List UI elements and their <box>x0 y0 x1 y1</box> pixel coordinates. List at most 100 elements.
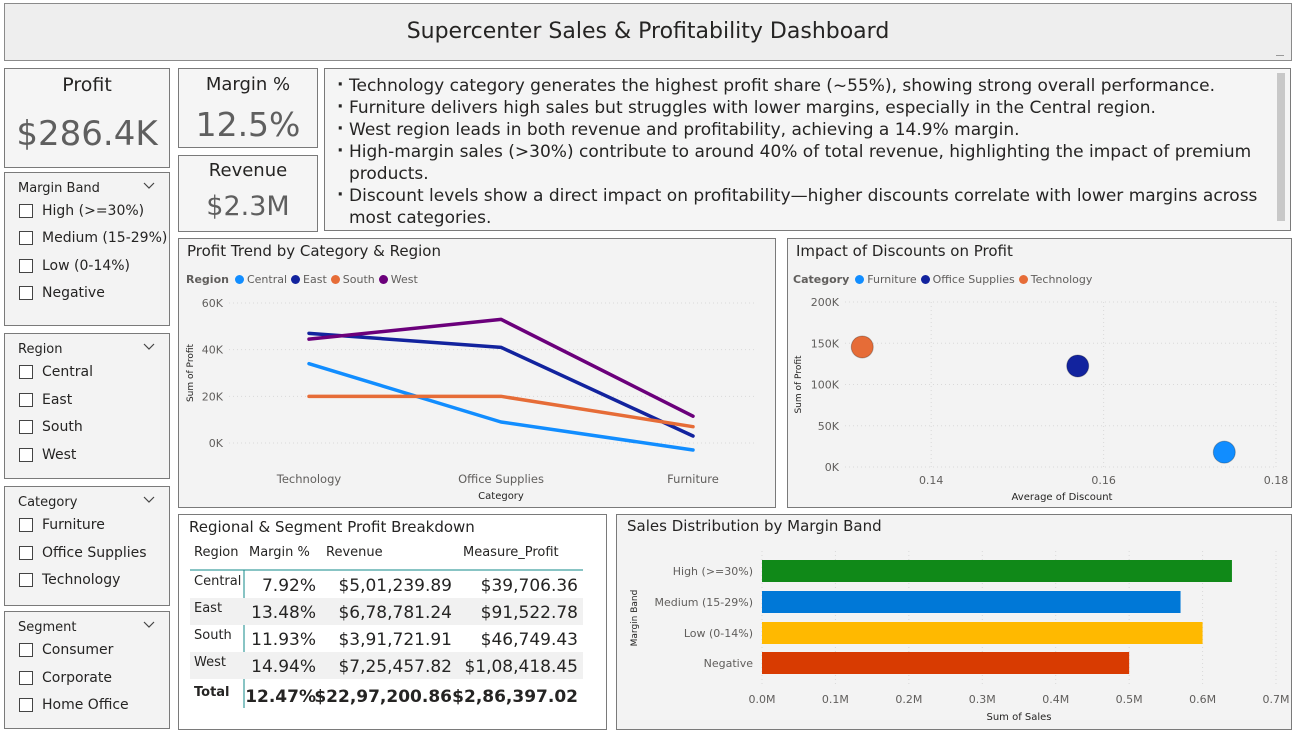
margin-label: Margin % <box>205 74 291 95</box>
checkbox[interactable] <box>19 546 33 560</box>
chevron-down-icon[interactable] <box>143 343 155 351</box>
checkbox[interactable] <box>19 420 33 434</box>
legend-item[interactable]: Central <box>234 273 287 286</box>
slicer-option[interactable]: South <box>19 419 83 435</box>
slicer-option[interactable]: Office Supplies <box>19 545 147 561</box>
legend-title: Region <box>186 273 229 286</box>
slicer-option[interactable]: Corporate <box>19 670 112 686</box>
table-cell: Central <box>194 574 241 589</box>
checkbox[interactable] <box>19 204 33 218</box>
table-total-cell: $22,97,200.86 <box>314 687 452 707</box>
slicer-option[interactable]: West <box>19 447 76 463</box>
checkbox[interactable] <box>19 259 33 273</box>
profit-value: $286.4K <box>16 114 158 154</box>
y-tick-label: Medium (15-29%) <box>655 596 753 609</box>
legend-item[interactable]: South <box>330 273 375 286</box>
minimize-dash <box>1276 55 1284 56</box>
checkbox[interactable] <box>19 643 33 657</box>
profit-label: Profit <box>62 74 112 96</box>
dashboard-title-bar: Supercenter Sales & Profitability Dashbo… <box>4 3 1292 61</box>
y-tick-label: Low (0-14%) <box>684 627 753 640</box>
slicer-option[interactable]: Consumer <box>19 642 113 658</box>
y-axis-title: Sum of Profit <box>794 355 804 414</box>
series-line-west <box>307 317 695 418</box>
x-tick-label: 0.7M <box>1263 693 1290 706</box>
revenue-card: Revenue $2.3M <box>178 155 318 232</box>
checkbox[interactable] <box>19 365 33 379</box>
x-tick-label: Office Supplies <box>458 472 544 486</box>
legend-dot <box>920 275 930 284</box>
legend-title: Category <box>793 273 850 286</box>
legend-item[interactable]: Office Supplies <box>920 273 1015 286</box>
table-cell: $5,01,239.89 <box>338 576 452 596</box>
slicer-option[interactable]: High (>=30%) <box>19 203 144 219</box>
slicer-title: Category <box>18 495 78 510</box>
revenue-value: $2.3M <box>206 191 290 222</box>
checkbox[interactable] <box>19 671 33 685</box>
table-cell: 13.48% <box>251 603 316 623</box>
x-axis-title: Sum of Sales <box>986 712 1051 723</box>
y-axis-title: Sum of Profit <box>186 344 196 403</box>
slicer-option[interactable]: Negative <box>19 285 105 301</box>
checkbox[interactable] <box>19 573 33 587</box>
slicer-option[interactable]: Central <box>19 364 93 380</box>
table-cell: 7.92% <box>262 576 316 596</box>
slicer-option[interactable]: Medium (15-29%) <box>19 230 167 246</box>
scatter-point-technology <box>850 335 874 359</box>
scatter-chart-visual[interactable]: Impact of Discounts on Profit Category F… <box>787 238 1292 508</box>
insights-textbox[interactable]: Technology category generates the highes… <box>324 68 1291 231</box>
y-tick-label: 0K <box>825 461 840 474</box>
checkbox[interactable] <box>19 518 33 532</box>
series-line-central <box>307 361 695 452</box>
line-chart-visual[interactable]: Profit Trend by Category & Region Region… <box>178 238 776 508</box>
chart-title: Profit Trend by Category & Region <box>187 242 441 260</box>
table-cell: 11.93% <box>251 630 316 650</box>
table-cell: $1,08,418.45 <box>464 657 578 677</box>
chart-legend: Region Central East South West <box>186 273 422 286</box>
legend-item[interactable]: Technology <box>1018 273 1092 286</box>
legend-item[interactable]: Furniture <box>855 273 917 286</box>
chevron-down-icon[interactable] <box>143 496 155 504</box>
legend-dot <box>1018 275 1028 284</box>
bar-2 <box>762 622 1203 644</box>
insight-item: Technology category generates the highes… <box>337 74 1260 97</box>
chevron-down-icon[interactable] <box>143 182 155 190</box>
checkbox[interactable] <box>19 393 33 407</box>
legend-dot <box>378 275 388 284</box>
x-tick-label: Technology <box>276 472 342 486</box>
slicer-option[interactable]: Home Office <box>19 697 129 713</box>
x-tick-label: 0.2M <box>895 693 922 706</box>
table-total-cell: 12.47% <box>245 687 316 707</box>
legend-dot <box>291 275 301 284</box>
checkbox[interactable] <box>19 231 33 245</box>
column-header: Region <box>194 545 239 560</box>
chevron-down-icon[interactable] <box>143 621 155 629</box>
x-tick-label: Furniture <box>667 472 719 486</box>
table-cell: South <box>194 628 232 643</box>
bar-0 <box>762 560 1232 582</box>
x-tick-label: 0.6M <box>1189 693 1216 706</box>
slicer-option[interactable]: East <box>19 392 72 408</box>
insights-list: Technology category generates the highes… <box>337 74 1260 229</box>
slicer-option[interactable]: Furniture <box>19 517 105 533</box>
insight-item: Discount levels show a direct impact on … <box>337 184 1260 229</box>
table-cell: $7,25,457.82 <box>338 657 452 677</box>
slicer-option[interactable]: Technology <box>19 572 120 588</box>
slicer-region: Region Central East South West <box>4 333 170 479</box>
revenue-label: Revenue <box>208 160 288 181</box>
profit-breakdown-table-visual[interactable]: Regional & Segment Profit Breakdown Regi… <box>178 514 607 730</box>
bar-chart-visual[interactable]: Sales Distribution by Margin Band 0.0M 0.… <box>616 514 1292 730</box>
table-title: Regional & Segment Profit Breakdown <box>189 518 475 536</box>
checkbox[interactable] <box>19 698 33 712</box>
y-axis-title: Margin Band <box>630 590 640 647</box>
insights-scrollbar[interactable] <box>1277 73 1285 221</box>
checkbox[interactable] <box>19 286 33 300</box>
legend-dot <box>330 275 340 284</box>
slicer-option[interactable]: Low (0-14%) <box>19 258 130 274</box>
table-total-cell: $2,86,397.02 <box>452 687 578 707</box>
legend-item[interactable]: West <box>378 273 418 286</box>
slicer-title: Margin Band <box>18 181 100 196</box>
legend-item[interactable]: East <box>291 273 327 286</box>
checkbox[interactable] <box>19 448 33 462</box>
table-cell: West <box>194 655 226 670</box>
